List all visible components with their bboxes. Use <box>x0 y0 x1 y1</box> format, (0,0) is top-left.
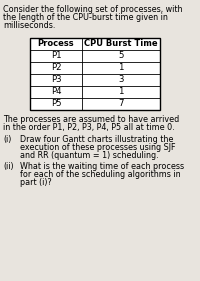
Text: P1: P1 <box>51 51 61 60</box>
Text: P5: P5 <box>51 99 61 108</box>
Text: 3: 3 <box>118 76 124 85</box>
Text: Draw four Gantt charts illustrating the: Draw four Gantt charts illustrating the <box>20 135 173 144</box>
Text: P3: P3 <box>51 76 61 85</box>
Bar <box>30 38 160 110</box>
Text: for each of the scheduling algorithms in: for each of the scheduling algorithms in <box>20 170 181 179</box>
Text: 1: 1 <box>118 87 124 96</box>
Text: execution of these processes using SJF: execution of these processes using SJF <box>20 143 176 152</box>
Text: CPU Burst Time: CPU Burst Time <box>84 40 158 49</box>
Text: 7: 7 <box>118 99 124 108</box>
Text: milliseconds.: milliseconds. <box>3 21 55 30</box>
Text: P4: P4 <box>51 87 61 96</box>
Text: Consider the following set of processes, with: Consider the following set of processes,… <box>3 5 182 14</box>
Text: 1: 1 <box>118 64 124 72</box>
Text: the length of the CPU-burst time given in: the length of the CPU-burst time given i… <box>3 13 168 22</box>
Text: (i): (i) <box>3 135 11 144</box>
Text: P2: P2 <box>51 64 61 72</box>
Text: part (i)?: part (i)? <box>20 178 52 187</box>
Text: in the order P1, P2, P3, P4, P5 all at time 0.: in the order P1, P2, P3, P4, P5 all at t… <box>3 123 175 132</box>
Text: 5: 5 <box>118 51 124 60</box>
Text: (ii): (ii) <box>3 162 14 171</box>
Text: The processes are assumed to have arrived: The processes are assumed to have arrive… <box>3 115 179 124</box>
Text: Process: Process <box>38 40 74 49</box>
Text: and RR (quantum = 1) scheduling.: and RR (quantum = 1) scheduling. <box>20 151 159 160</box>
Bar <box>30 38 160 110</box>
Text: What is the waiting time of each process: What is the waiting time of each process <box>20 162 184 171</box>
